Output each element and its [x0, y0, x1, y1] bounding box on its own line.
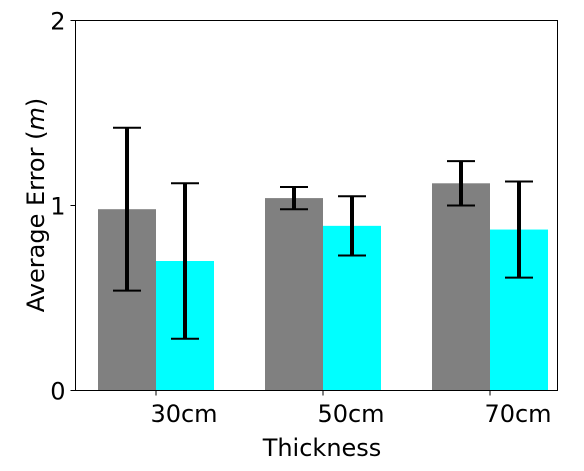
- x-tick-label: 70cm: [484, 400, 551, 428]
- y-axis-label-unit: m: [22, 107, 50, 130]
- error-bar-series-2-50cm: [338, 195, 366, 257]
- x-axis-label: Thickness: [262, 434, 382, 462]
- y-axis-label-close: ): [22, 98, 50, 107]
- bar-series-1-70cm: [432, 183, 490, 391]
- x-tick-label: 50cm: [317, 400, 384, 428]
- error-bar-series-1-50cm: [280, 186, 308, 211]
- error-bar-series-1-30cm: [113, 126, 141, 292]
- x-axis: 30cm 50cm 70cm: [150, 390, 552, 428]
- y-axis-label: Average Error (m): [22, 98, 50, 312]
- y-tick-label: 2: [50, 8, 65, 36]
- y-tick-label: 1: [50, 193, 65, 221]
- error-bar-series-2-30cm: [171, 182, 199, 340]
- error-bar-series-1-70cm: [447, 160, 475, 207]
- error-bar-series-2-70cm: [505, 180, 533, 279]
- y-axis-label-text: Average Error (: [22, 131, 50, 313]
- y-axis: 0 1 2: [50, 8, 76, 406]
- y-tick-label: 0: [50, 378, 65, 406]
- x-tick-label: 30cm: [150, 400, 217, 428]
- bar-series-1-50cm: [265, 198, 323, 391]
- error-bars-layer: [113, 126, 533, 340]
